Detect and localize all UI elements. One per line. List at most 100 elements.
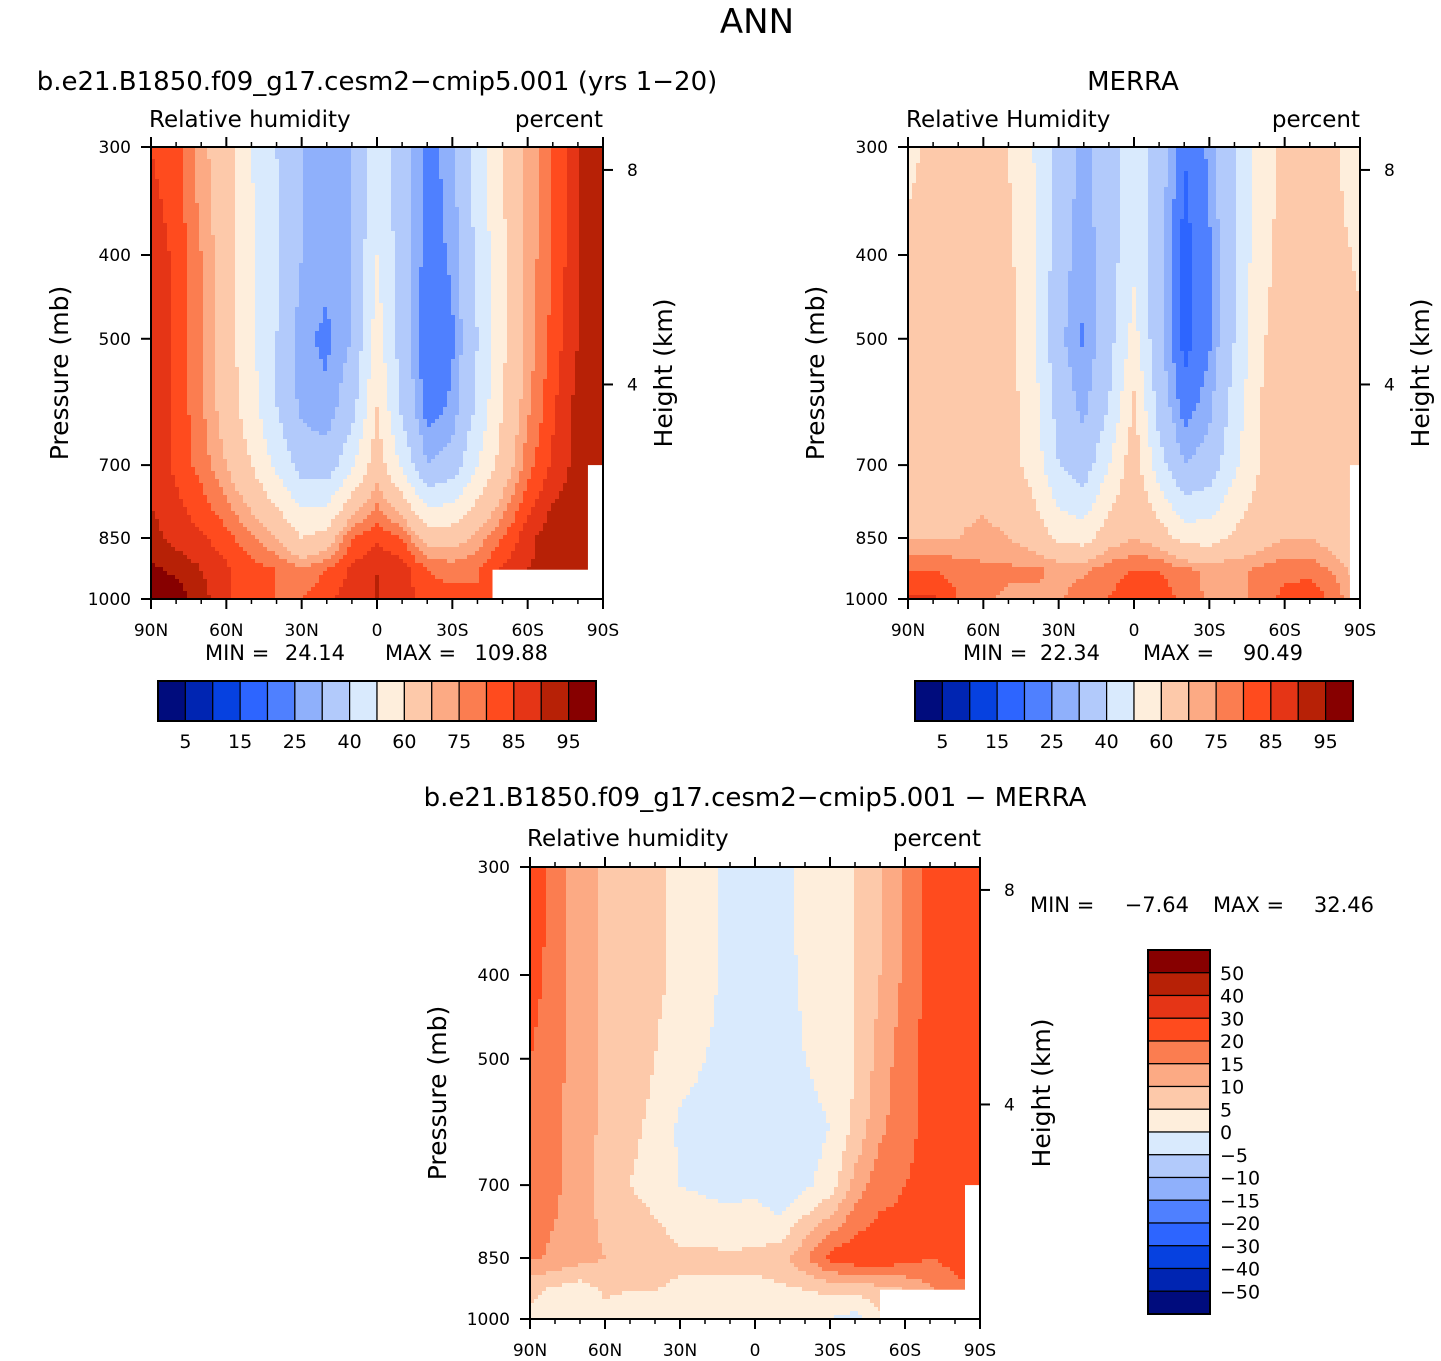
heatmap-cell xyxy=(231,191,236,196)
heatmap-cell xyxy=(563,239,568,244)
heatmap-cell xyxy=(311,207,316,212)
heatmap-cell xyxy=(499,319,504,324)
heatmap-cell xyxy=(363,239,368,244)
heatmap-cell xyxy=(295,155,300,160)
heatmap-cell xyxy=(339,295,344,300)
heatmap-cell xyxy=(407,195,412,200)
heatmap-cell xyxy=(267,183,272,188)
heatmap-cell xyxy=(275,287,280,292)
heatmap-cell xyxy=(403,255,408,260)
heatmap-cell xyxy=(459,147,464,152)
heatmap-cell xyxy=(563,155,568,160)
heatmap-cell xyxy=(251,239,256,244)
heatmap-cell xyxy=(311,287,316,292)
heatmap-cell xyxy=(323,303,328,308)
heatmap-cell xyxy=(183,151,188,156)
heatmap-cell xyxy=(299,195,304,200)
heatmap-cell xyxy=(243,299,248,304)
heatmap-cell xyxy=(395,159,400,164)
heatmap-cell xyxy=(187,207,192,212)
heatmap-cell xyxy=(347,171,352,176)
heatmap-cell xyxy=(323,175,328,180)
heatmap-cell xyxy=(563,311,568,316)
heatmap-cell xyxy=(331,187,336,192)
heatmap-cell xyxy=(463,311,468,316)
heatmap-cell xyxy=(231,163,236,168)
heatmap-cell xyxy=(299,279,304,284)
heatmap-cell xyxy=(403,243,408,248)
heatmap-cell xyxy=(319,219,324,224)
heatmap-cell xyxy=(215,151,220,156)
heatmap-cell xyxy=(195,311,200,316)
heatmap-cell xyxy=(303,243,308,248)
heatmap-cell xyxy=(475,195,480,200)
heatmap-cell xyxy=(315,319,320,324)
heatmap-cell xyxy=(351,279,356,284)
heatmap-cell xyxy=(467,267,472,272)
heatmap-cell xyxy=(571,267,576,272)
heatmap-cell xyxy=(459,243,464,248)
heatmap-cell xyxy=(399,227,404,232)
heatmap-cell xyxy=(491,223,496,228)
heatmap-cell xyxy=(255,279,260,284)
heatmap-cell xyxy=(175,291,180,296)
heatmap-cell xyxy=(207,155,212,160)
heatmap-cell xyxy=(255,195,260,200)
heatmap-cell xyxy=(155,319,160,324)
heatmap-cell xyxy=(359,271,364,276)
heatmap-cell xyxy=(543,311,548,316)
heatmap-cell xyxy=(363,163,368,168)
heatmap-cell xyxy=(275,291,280,296)
heatmap-cell xyxy=(183,311,188,316)
heatmap-cell xyxy=(163,195,168,200)
heatmap-cell xyxy=(231,319,236,324)
heatmap-cell xyxy=(343,179,348,184)
heatmap-cell xyxy=(543,255,548,260)
heatmap-cell xyxy=(599,311,603,316)
heatmap-cell xyxy=(519,227,524,232)
heatmap-cell xyxy=(435,283,440,288)
heatmap-cell xyxy=(291,259,296,264)
heatmap-cell xyxy=(519,159,524,164)
heatmap-cell xyxy=(367,199,372,204)
heatmap-cell xyxy=(315,223,320,228)
heatmap-cell xyxy=(591,215,596,220)
heatmap-cell xyxy=(411,171,416,176)
heatmap-cell xyxy=(383,219,388,224)
heatmap-cell xyxy=(155,191,160,196)
heatmap-cell xyxy=(215,227,220,232)
heatmap-cell xyxy=(463,275,468,280)
heatmap-cell xyxy=(595,147,600,152)
heatmap-cell xyxy=(227,187,232,192)
heatmap-cell xyxy=(291,315,296,320)
heatmap-cell xyxy=(279,179,284,184)
heatmap-cell xyxy=(167,255,172,260)
heatmap-cell xyxy=(511,307,516,312)
heatmap-cell xyxy=(387,311,392,316)
heatmap-cell xyxy=(291,279,296,284)
heatmap-cell xyxy=(339,227,344,232)
heatmap-cell xyxy=(291,243,296,248)
heatmap-cell xyxy=(535,243,540,248)
heatmap-cell xyxy=(247,167,252,172)
heatmap-cell xyxy=(559,307,564,312)
heatmap-cell xyxy=(263,319,268,324)
heatmap-cell xyxy=(359,215,364,220)
heatmap-cell xyxy=(579,251,584,256)
heatmap-cell xyxy=(511,195,516,200)
heatmap-cell xyxy=(579,299,584,304)
heatmap-cell xyxy=(363,219,368,224)
heatmap-cell xyxy=(299,243,304,248)
heatmap-cell xyxy=(251,299,256,304)
heatmap-cell xyxy=(539,227,544,232)
heatmap-cell xyxy=(375,243,380,248)
heatmap-cell xyxy=(159,175,164,180)
heatmap-cell xyxy=(283,215,288,220)
heatmap-cell xyxy=(563,303,568,308)
heatmap-cell xyxy=(455,175,460,180)
heatmap-cell xyxy=(359,147,364,152)
heatmap-cell xyxy=(571,163,576,168)
heatmap-cell xyxy=(423,311,428,316)
heatmap-cell xyxy=(471,207,476,212)
heatmap-cell xyxy=(471,239,476,244)
